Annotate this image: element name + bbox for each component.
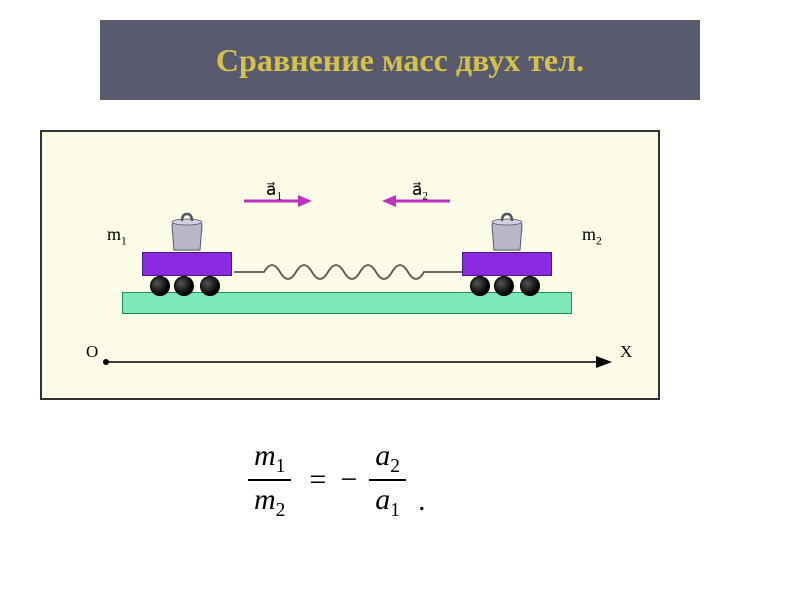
- label-m2: m2: [582, 224, 602, 248]
- m1-sub: 1: [121, 235, 127, 248]
- a1-sub: 1: [276, 190, 282, 202]
- minus-sign: −: [340, 463, 357, 497]
- a-sym: a: [375, 483, 390, 516]
- wheel-icon: [150, 276, 170, 296]
- cart-body: [462, 252, 552, 276]
- arrow-a1: a⃗1: [242, 194, 312, 214]
- m-sym: m: [254, 483, 276, 516]
- equals-sign: =: [309, 463, 326, 497]
- wheel-icon: [494, 276, 514, 296]
- cart-left: [142, 252, 232, 292]
- page-title: Сравнение масс двух тел.: [216, 42, 584, 79]
- cart-body: [142, 252, 232, 276]
- formula: m1 m2 = − a2 a1 .: [240, 430, 560, 530]
- period: .: [418, 484, 426, 518]
- label-m1: m1: [107, 224, 127, 248]
- sub-2: 2: [390, 456, 400, 477]
- label-a1: a⃗1: [262, 180, 286, 202]
- m2-sub: 2: [596, 235, 602, 248]
- cart-right: [462, 252, 552, 292]
- lhs-numerator: m1: [248, 437, 291, 479]
- axis-label: X: [620, 342, 632, 362]
- a1-sym: a⃗: [266, 180, 276, 199]
- spring-icon: [234, 260, 462, 284]
- sub-1: 1: [390, 500, 400, 521]
- fraction-lhs: m1 m2: [248, 437, 291, 524]
- lhs-denominator: m2: [248, 481, 291, 523]
- label-a2: a⃗2: [408, 180, 432, 202]
- sub-2: 2: [276, 500, 286, 521]
- arrow-a2: a⃗2: [382, 194, 452, 214]
- x-axis: [102, 352, 612, 372]
- wheel-icon: [174, 276, 194, 296]
- rhs-denominator: a1: [369, 481, 406, 523]
- title-bar: Сравнение масс двух тел.: [100, 20, 700, 100]
- origin-label: O: [86, 342, 98, 362]
- weight-right-icon: [488, 210, 526, 252]
- m1-sym: m: [107, 224, 121, 244]
- fraction-rhs: a2 a1: [369, 437, 406, 524]
- m-sym: m: [254, 439, 276, 472]
- a2-sym: a⃗: [412, 180, 422, 199]
- wheel-icon: [520, 276, 540, 296]
- diagram-frame: a⃗1 a⃗2 m1 m2 O X: [40, 130, 660, 400]
- diagram: a⃗1 a⃗2 m1 m2 O X: [42, 132, 658, 398]
- rhs-numerator: a2: [369, 437, 406, 479]
- sub-1: 1: [276, 456, 286, 477]
- weight-left-icon: [168, 210, 206, 252]
- wheel-icon: [470, 276, 490, 296]
- a2-sub: 2: [422, 190, 428, 202]
- a-sym: a: [375, 439, 390, 472]
- wheel-icon: [200, 276, 220, 296]
- m2-sym: m: [582, 224, 596, 244]
